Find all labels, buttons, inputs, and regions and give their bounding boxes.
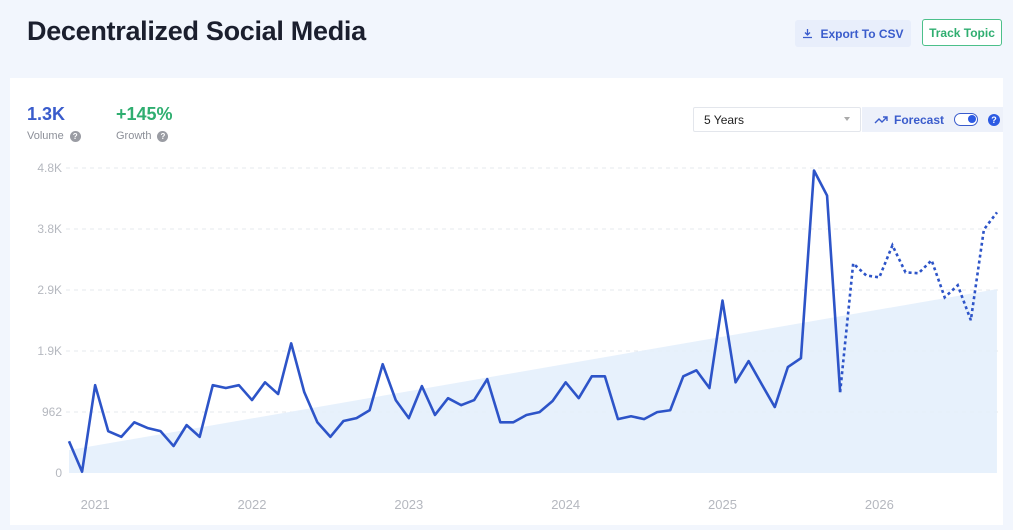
- x-tick-label: 2026: [865, 497, 894, 512]
- time-range-select[interactable]: 5 Years: [693, 107, 861, 132]
- export-label: Export To CSV: [820, 26, 904, 41]
- y-tick-label: 4.8K: [37, 161, 62, 175]
- growth-value: +145%: [116, 104, 173, 124]
- time-range-value: 5 Years: [704, 112, 745, 127]
- trend-area: [69, 289, 997, 473]
- x-tick-label: 2022: [238, 497, 267, 512]
- trending-up-icon: [874, 115, 888, 123]
- volume-stat: 1.3K Volume?: [27, 104, 81, 142]
- track-topic-button[interactable]: Track Topic: [922, 19, 1002, 46]
- y-tick-label: 0: [55, 466, 62, 480]
- y-tick-label: 962: [42, 405, 62, 419]
- help-icon[interactable]: ?: [157, 130, 169, 142]
- forecast-toggle[interactable]: [954, 113, 979, 126]
- chevron-down-icon: [844, 117, 850, 121]
- forecast-label: Forecast: [894, 112, 945, 127]
- help-icon[interactable]: ?: [988, 113, 1001, 126]
- volume-label: Volume: [27, 130, 64, 142]
- x-tick-label: 2021: [81, 497, 110, 512]
- page-title: Decentralized Social Media: [27, 16, 366, 46]
- growth-stat: +145% Growth?: [116, 104, 173, 142]
- download-icon: [803, 29, 813, 39]
- forecast-control: Forecast ?: [862, 107, 1003, 132]
- volume-value: 1.3K: [27, 104, 66, 124]
- export-csv-button[interactable]: Export To CSV: [795, 20, 911, 47]
- x-tick-label: 2025: [708, 497, 737, 512]
- x-tick-label: 2024: [551, 497, 580, 512]
- y-tick-label: 3.8K: [37, 222, 62, 236]
- y-tick-label: 2.9K: [37, 283, 62, 297]
- help-icon[interactable]: ?: [69, 130, 81, 142]
- actual-series-line: [67, 169, 842, 474]
- x-tick-label: 2023: [394, 497, 423, 512]
- y-tick-label: 1.9K: [37, 344, 62, 358]
- growth-label: Growth: [116, 130, 152, 142]
